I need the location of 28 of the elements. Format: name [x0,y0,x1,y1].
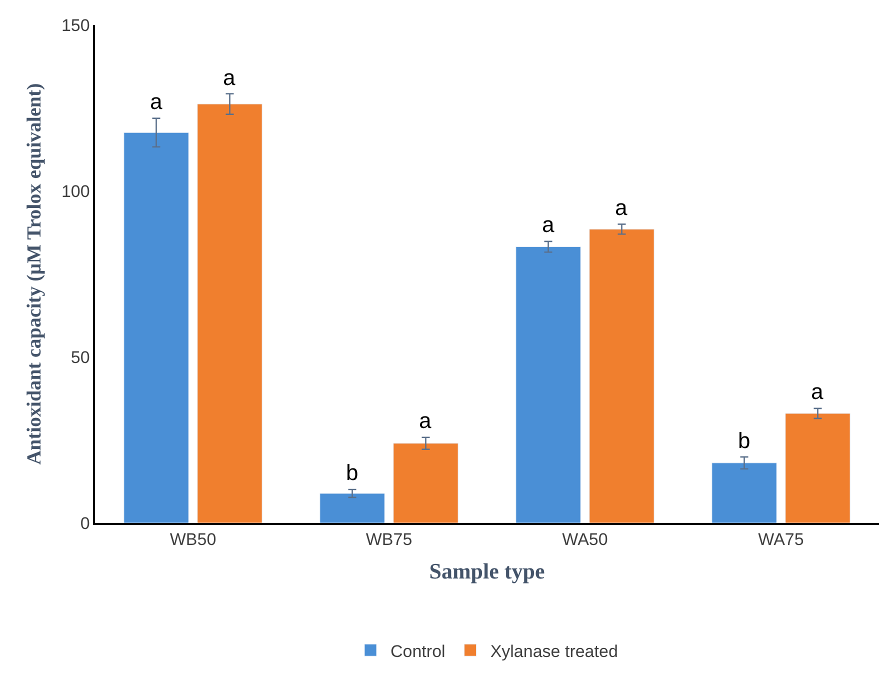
x-axis-title: Sample type [429,558,545,584]
y-tick-label: 0 [80,514,90,533]
y-axis-title: Antioxidant capacity (µM Trolox equivalent) [23,83,46,465]
x-tick-label: WA75 [758,530,804,550]
data-label: a [615,195,628,220]
bar [393,443,458,523]
data-label: a [542,212,555,237]
x-tick-label: WA50 [562,530,608,550]
data-label: a [223,65,236,90]
bar [712,462,777,523]
legend-label: Control [390,642,446,661]
bar [124,132,189,523]
bar [589,228,654,523]
x-tick-label: WB50 [170,530,216,550]
data-label: b [738,428,750,453]
bar [516,246,581,523]
data-label: b [346,460,358,485]
bar [197,104,262,523]
y-tick-label: 150 [61,16,90,35]
data-label: a [150,89,163,114]
y-tick-label: 50 [70,348,90,367]
bar [785,413,850,523]
bar [320,493,385,523]
legend-label: Xylanase treated [490,642,618,661]
data-label: a [811,379,824,404]
x-tick-label: WB75 [366,530,412,550]
data-label: a [419,408,432,433]
y-tick-label: 100 [61,182,90,201]
